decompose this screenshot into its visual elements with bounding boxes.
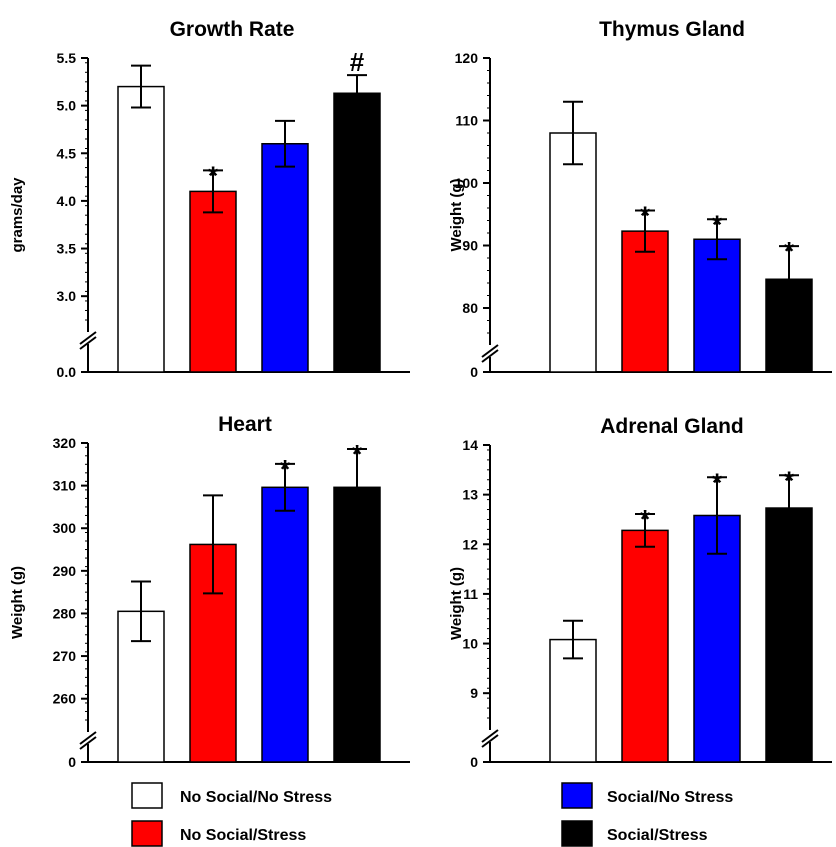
y-tick-label: 0 bbox=[68, 754, 76, 770]
y-tick-label: 320 bbox=[53, 435, 77, 451]
legend-label: No Social/Stress bbox=[180, 827, 306, 844]
significance-marker: * bbox=[640, 504, 651, 534]
axis-break-mark bbox=[481, 734, 499, 748]
y-tick-label: 4.0 bbox=[57, 193, 77, 209]
y-tick-label: 4.5 bbox=[57, 145, 77, 161]
bar-1 bbox=[117, 85, 165, 373]
bar-2 bbox=[621, 230, 669, 373]
bar-3 bbox=[261, 486, 309, 763]
bar-3 bbox=[693, 238, 741, 373]
chart-panel-2: Thymus Gland Weight (g) 0 80 90 100 110 120 * * * bbox=[448, 18, 832, 380]
chart-panel-1: Growth Rate grams/day 0.0 3.0 3.5 4.0 4.5 5.0 5.… bbox=[9, 18, 410, 380]
legend-swatch bbox=[131, 782, 163, 809]
bar-2 bbox=[621, 529, 669, 763]
y-tick-label: 3.0 bbox=[57, 288, 77, 304]
bar-2 bbox=[189, 190, 237, 373]
y-tick-label: 12 bbox=[462, 536, 478, 552]
y-tick-label: 110 bbox=[455, 113, 478, 129]
chart-title: Heart bbox=[218, 413, 272, 436]
y-axis-label: grams/day bbox=[9, 177, 26, 253]
chart-panel-4: Adrenal Gland Weight (g) 0 9 10 11 12 13 14 * * * bbox=[448, 415, 832, 770]
y-tick-label: 300 bbox=[53, 520, 77, 536]
y-tick-label: 11 bbox=[463, 586, 478, 602]
y-axis-label: Weight (g) bbox=[448, 567, 465, 640]
chart-panel-3: Heart Weight (g) 0 260 270 280 290 300 310 320 * * bbox=[9, 413, 410, 770]
axis-break-mark bbox=[79, 336, 97, 350]
y-tick-label: 90 bbox=[462, 238, 478, 254]
legend-label: Social/Stress bbox=[607, 827, 708, 844]
y-tick-label: 270 bbox=[53, 648, 77, 664]
significance-marker: * bbox=[712, 467, 723, 497]
axis-break-mark bbox=[79, 731, 97, 745]
significance-marker: * bbox=[208, 160, 219, 190]
significance-marker: # bbox=[350, 47, 365, 77]
y-tick-label: 290 bbox=[53, 563, 77, 579]
axis-break-mark bbox=[481, 344, 499, 358]
legend-item: No Social/Stress bbox=[131, 820, 306, 847]
bar-4 bbox=[333, 486, 381, 763]
bar-1 bbox=[549, 132, 597, 373]
y-tick-label: 9 bbox=[470, 685, 478, 701]
y-tick-label: 0.0 bbox=[57, 364, 77, 380]
y-tick-label: 100 bbox=[455, 175, 479, 191]
y-tick-label: 310 bbox=[53, 478, 77, 494]
significance-marker: * bbox=[712, 209, 723, 239]
legend-swatch bbox=[561, 820, 593, 847]
y-tick-label: 13 bbox=[462, 487, 478, 503]
legend-swatch bbox=[131, 820, 163, 847]
legend-item: No Social/No Stress bbox=[131, 782, 332, 809]
y-tick-label: 5.5 bbox=[57, 50, 77, 66]
y-tick-label: 120 bbox=[455, 50, 479, 66]
bar-4 bbox=[333, 92, 381, 373]
y-tick-label: 260 bbox=[53, 691, 77, 707]
axis-break-mark bbox=[481, 349, 499, 363]
significance-marker: * bbox=[784, 465, 795, 495]
significance-marker: * bbox=[640, 201, 651, 231]
significance-marker: * bbox=[352, 439, 363, 469]
axis-break-mark bbox=[481, 729, 499, 743]
legend-item: Social/Stress bbox=[561, 820, 708, 847]
axis-break-mark bbox=[79, 736, 97, 750]
y-tick-label: 14 bbox=[462, 437, 478, 453]
y-tick-label: 5.0 bbox=[57, 98, 77, 114]
y-tick-label: 0 bbox=[470, 364, 478, 380]
significance-marker: * bbox=[280, 454, 291, 484]
bar-3 bbox=[261, 142, 309, 373]
y-tick-label: 10 bbox=[462, 636, 478, 652]
bar-4 bbox=[765, 507, 813, 763]
legend-label: No Social/No Stress bbox=[180, 789, 332, 806]
legend: No Social/No Stress No Social/Stress Socia… bbox=[131, 782, 733, 847]
y-axis-label: Weight (g) bbox=[9, 566, 26, 639]
y-tick-label: 80 bbox=[462, 300, 478, 316]
legend-label: Social/No Stress bbox=[607, 789, 733, 806]
chart-title: Thymus Gland bbox=[599, 18, 745, 41]
legend-swatch bbox=[561, 782, 593, 809]
legend-item: Social/No Stress bbox=[561, 782, 733, 809]
bar-3 bbox=[693, 514, 741, 763]
chart-title: Growth Rate bbox=[170, 18, 295, 41]
y-axis-label: Weight (g) bbox=[448, 178, 465, 251]
axis-break-mark bbox=[79, 331, 97, 345]
significance-marker: * bbox=[784, 236, 795, 266]
y-tick-label: 280 bbox=[53, 605, 77, 621]
y-tick-label: 3.5 bbox=[57, 241, 77, 257]
bar-1 bbox=[549, 638, 597, 763]
y-tick-label: 0 bbox=[470, 754, 478, 770]
chart-title: Adrenal Gland bbox=[600, 415, 744, 438]
